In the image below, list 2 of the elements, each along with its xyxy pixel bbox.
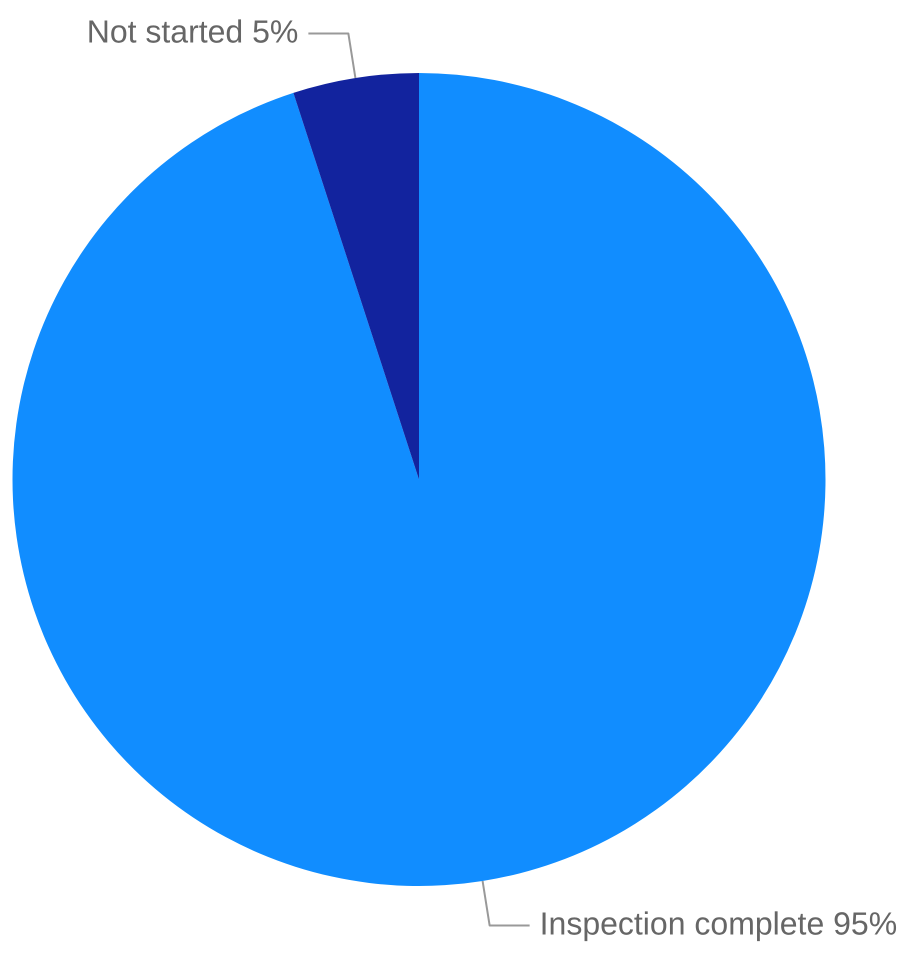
slice-label: Inspection complete 95% bbox=[540, 905, 898, 942]
slice-label: Not started 5% bbox=[86, 13, 298, 50]
